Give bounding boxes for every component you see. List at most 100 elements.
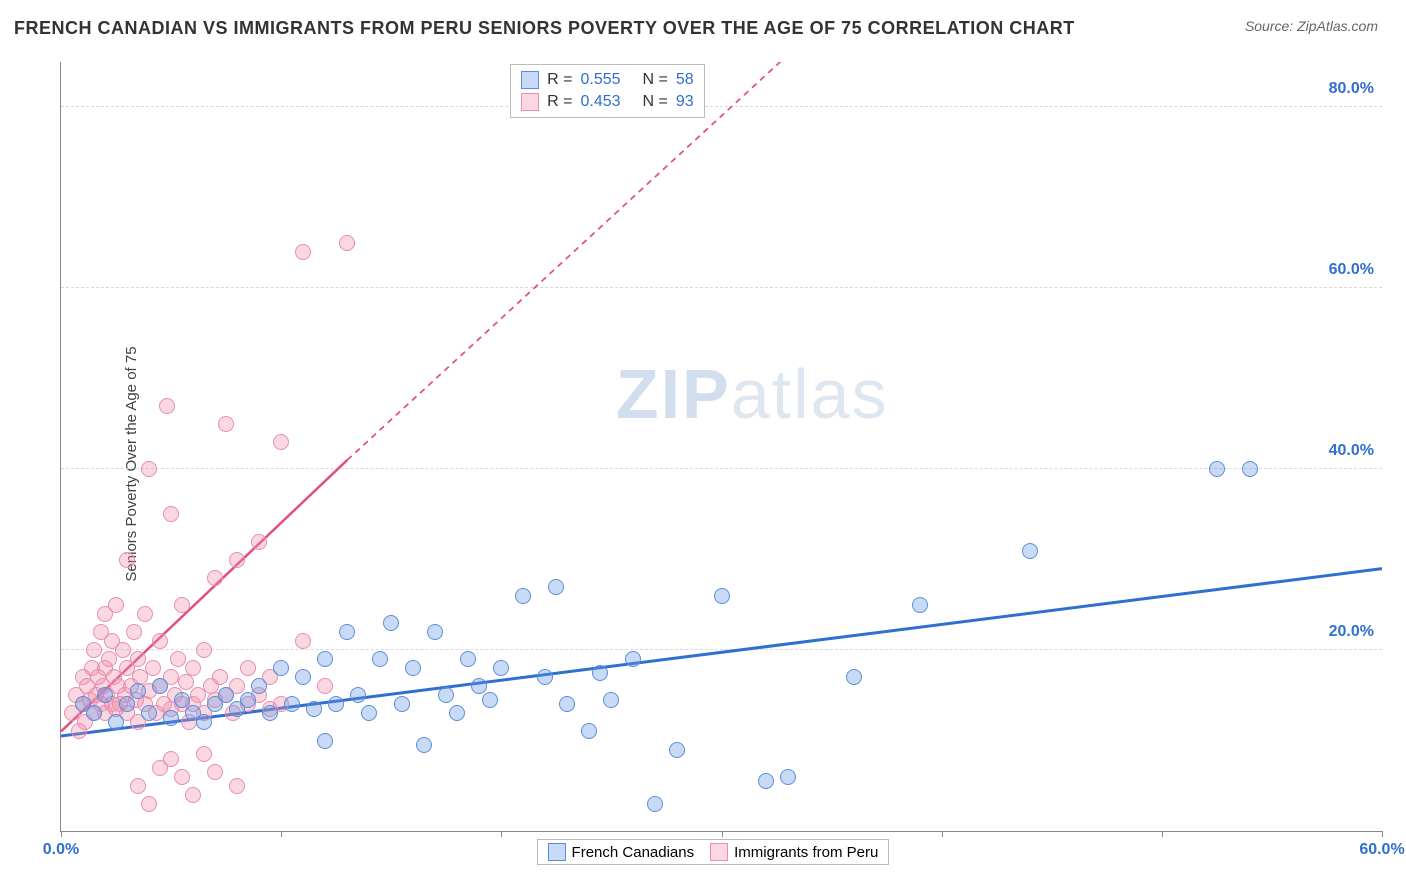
data-point	[218, 416, 234, 432]
x-tick-label: 60.0%	[1359, 841, 1404, 859]
data-point	[163, 710, 179, 726]
stats-legend: R = 0.555N = 58R = 0.453N = 93	[510, 64, 705, 118]
data-point	[295, 669, 311, 685]
data-point	[339, 624, 355, 640]
data-point	[581, 723, 597, 739]
data-point	[647, 796, 663, 812]
series-legend-item: Immigrants from Peru	[710, 843, 878, 861]
plot-area: ZIPatlas 20.0%40.0%60.0%80.0%0.0%60.0%R …	[60, 62, 1382, 832]
gridline-h	[61, 106, 1382, 107]
stat-r-value: 0.453	[580, 93, 620, 111]
data-point	[328, 696, 344, 712]
data-point	[152, 760, 168, 776]
y-tick-label: 40.0%	[1329, 442, 1374, 460]
data-point	[141, 796, 157, 812]
data-point	[251, 534, 267, 550]
data-point	[251, 678, 267, 694]
data-point	[912, 597, 928, 613]
data-point	[449, 705, 465, 721]
y-tick-label: 60.0%	[1329, 261, 1374, 279]
data-point	[339, 235, 355, 251]
data-point	[306, 701, 322, 717]
chart-container: Seniors Poverty Over the Age of 75 ZIPat…	[14, 50, 1392, 878]
data-point	[229, 778, 245, 794]
watermark: ZIPatlas	[616, 354, 889, 434]
data-point	[515, 588, 531, 604]
stat-n-label: N =	[643, 71, 668, 89]
data-point	[295, 244, 311, 260]
data-point	[714, 588, 730, 604]
data-point	[174, 692, 190, 708]
x-tick-mark	[722, 831, 723, 837]
stats-row: R = 0.453N = 93	[521, 91, 694, 113]
stat-r-label: R =	[547, 71, 572, 89]
trend-line	[347, 62, 809, 460]
data-point	[86, 705, 102, 721]
data-point	[416, 737, 432, 753]
data-point	[669, 742, 685, 758]
data-point	[317, 678, 333, 694]
x-tick-mark	[942, 831, 943, 837]
x-tick-label: 0.0%	[43, 841, 79, 859]
y-tick-label: 80.0%	[1329, 80, 1374, 98]
data-point	[350, 687, 366, 703]
y-tick-label: 20.0%	[1329, 623, 1374, 641]
data-point	[427, 624, 443, 640]
data-point	[240, 660, 256, 676]
series-name: French Canadians	[572, 844, 695, 861]
data-point	[603, 692, 619, 708]
legend-swatch	[521, 71, 539, 89]
series-legend-item: French Canadians	[548, 843, 695, 861]
data-point	[152, 633, 168, 649]
series-legend: French Canadians Immigrants from Peru	[537, 839, 890, 865]
data-point	[240, 692, 256, 708]
data-point	[185, 660, 201, 676]
x-tick-mark	[501, 831, 502, 837]
data-point	[1022, 543, 1038, 559]
data-point	[559, 696, 575, 712]
data-point	[471, 678, 487, 694]
data-point	[846, 669, 862, 685]
data-point	[115, 642, 131, 658]
legend-swatch	[710, 843, 728, 861]
data-point	[152, 678, 168, 694]
data-point	[159, 398, 175, 414]
x-tick-mark	[1382, 831, 1383, 837]
data-point	[126, 624, 142, 640]
data-point	[482, 692, 498, 708]
data-point	[383, 615, 399, 631]
data-point	[625, 651, 641, 667]
data-point	[119, 696, 135, 712]
data-point	[141, 461, 157, 477]
data-point	[361, 705, 377, 721]
stat-r-value: 0.555	[580, 71, 620, 89]
data-point	[174, 769, 190, 785]
data-point	[592, 665, 608, 681]
data-point	[145, 660, 161, 676]
data-point	[229, 552, 245, 568]
data-point	[218, 687, 234, 703]
stat-n-label: N =	[643, 93, 668, 111]
data-point	[284, 696, 300, 712]
data-point	[130, 683, 146, 699]
data-point	[108, 597, 124, 613]
chart-title: FRENCH CANADIAN VS IMMIGRANTS FROM PERU …	[14, 18, 1075, 39]
gridline-h	[61, 287, 1382, 288]
data-point	[170, 651, 186, 667]
data-point	[758, 773, 774, 789]
data-point	[185, 787, 201, 803]
stat-n-value: 58	[676, 71, 694, 89]
data-point	[207, 764, 223, 780]
legend-swatch	[548, 843, 566, 861]
data-point	[108, 714, 124, 730]
data-point	[493, 660, 509, 676]
legend-swatch	[521, 93, 539, 111]
data-point	[130, 778, 146, 794]
data-point	[207, 570, 223, 586]
gridline-h	[61, 649, 1382, 650]
series-name: Immigrants from Peru	[734, 844, 878, 861]
x-tick-mark	[1162, 831, 1163, 837]
data-point	[119, 552, 135, 568]
data-point	[780, 769, 796, 785]
gridline-h	[61, 468, 1382, 469]
